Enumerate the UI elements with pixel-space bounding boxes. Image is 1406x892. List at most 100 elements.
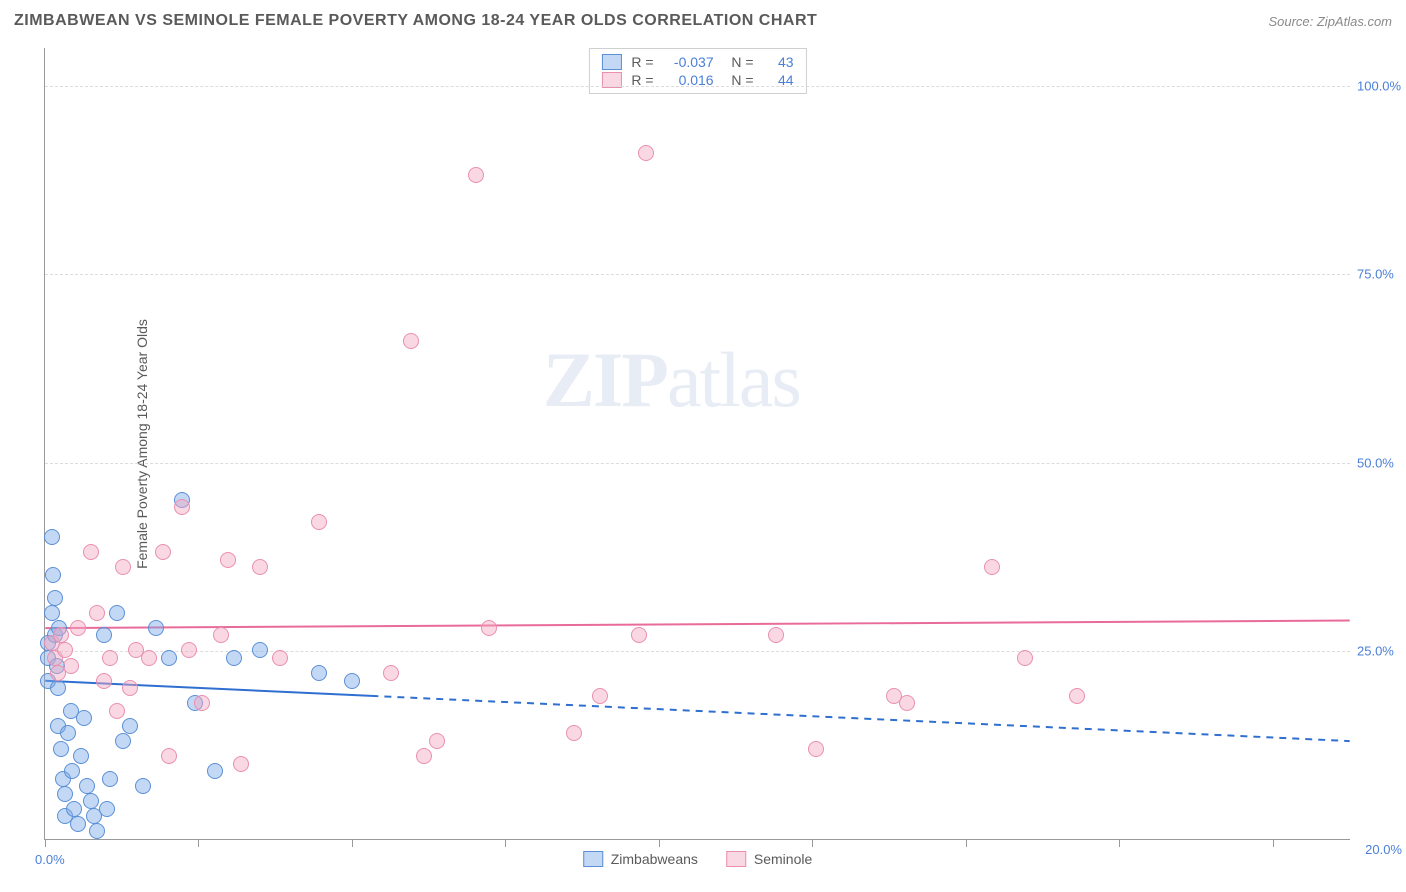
data-point bbox=[213, 627, 229, 643]
data-point bbox=[99, 801, 115, 817]
data-point bbox=[66, 801, 82, 817]
y-tick-label: 25.0% bbox=[1357, 644, 1406, 659]
data-point bbox=[115, 733, 131, 749]
data-point bbox=[102, 650, 118, 666]
data-point bbox=[109, 605, 125, 621]
data-point bbox=[89, 605, 105, 621]
legend-swatch bbox=[601, 54, 621, 70]
data-point bbox=[161, 650, 177, 666]
data-point bbox=[47, 590, 63, 606]
stat-r-value: -0.037 bbox=[664, 54, 714, 70]
x-tick bbox=[966, 839, 967, 847]
header: ZIMBABWEAN VS SEMINOLE FEMALE POVERTY AM… bbox=[14, 12, 1392, 30]
data-point bbox=[638, 145, 654, 161]
data-point bbox=[44, 529, 60, 545]
data-point bbox=[44, 605, 60, 621]
legend-label: Zimbabweans bbox=[611, 851, 698, 867]
grid-line bbox=[45, 274, 1350, 275]
data-point bbox=[102, 771, 118, 787]
data-point bbox=[45, 567, 61, 583]
data-point bbox=[252, 559, 268, 575]
chart-title: ZIMBABWEAN VS SEMINOLE FEMALE POVERTY AM… bbox=[14, 12, 817, 30]
x-tick bbox=[198, 839, 199, 847]
y-tick-label: 75.0% bbox=[1357, 267, 1406, 282]
data-point bbox=[122, 718, 138, 734]
data-point bbox=[252, 642, 268, 658]
data-point bbox=[416, 748, 432, 764]
data-point bbox=[57, 642, 73, 658]
data-point bbox=[83, 544, 99, 560]
legend-item: Zimbabweans bbox=[583, 851, 698, 867]
x-tick bbox=[45, 839, 46, 847]
x-tick bbox=[1119, 839, 1120, 847]
data-point bbox=[383, 665, 399, 681]
data-point bbox=[89, 823, 105, 839]
data-point bbox=[135, 778, 151, 794]
grid-line bbox=[45, 463, 1350, 464]
data-point bbox=[64, 763, 80, 779]
watermark: ZIPatlas bbox=[543, 335, 800, 425]
data-point bbox=[481, 620, 497, 636]
data-point bbox=[79, 778, 95, 794]
data-point bbox=[148, 620, 164, 636]
data-point bbox=[109, 703, 125, 719]
data-point bbox=[344, 673, 360, 689]
data-point bbox=[631, 627, 647, 643]
data-point bbox=[768, 627, 784, 643]
stat-n-label: N = bbox=[724, 54, 754, 70]
stats-row: R = -0.037 N = 43 bbox=[601, 53, 793, 71]
x-tick bbox=[659, 839, 660, 847]
data-point bbox=[1017, 650, 1033, 666]
data-point bbox=[207, 763, 223, 779]
data-point bbox=[161, 748, 177, 764]
x-tick bbox=[352, 839, 353, 847]
stats-legend: R =-0.037 N =43R =0.016 N =44 bbox=[588, 48, 806, 94]
data-point bbox=[429, 733, 445, 749]
data-point bbox=[174, 499, 190, 515]
data-point bbox=[233, 756, 249, 772]
data-point bbox=[899, 695, 915, 711]
data-point bbox=[96, 673, 112, 689]
data-point bbox=[76, 710, 92, 726]
data-point bbox=[63, 658, 79, 674]
data-point bbox=[70, 620, 86, 636]
data-point bbox=[566, 725, 582, 741]
data-point bbox=[57, 786, 73, 802]
data-point bbox=[311, 665, 327, 681]
grid-line bbox=[45, 86, 1350, 87]
stat-n-value: 43 bbox=[764, 54, 794, 70]
data-point bbox=[53, 627, 69, 643]
data-point bbox=[122, 680, 138, 696]
y-axis-title: Female Poverty Among 18-24 Year Olds bbox=[134, 319, 150, 569]
data-point bbox=[220, 552, 236, 568]
data-point bbox=[50, 680, 66, 696]
data-point bbox=[468, 167, 484, 183]
stat-r-label: R = bbox=[631, 54, 653, 70]
bottom-legend: Zimbabweans Seminole bbox=[583, 851, 813, 867]
data-point bbox=[141, 650, 157, 666]
x-axis-min-label: 0.0% bbox=[35, 852, 65, 867]
data-point bbox=[53, 741, 69, 757]
data-point bbox=[83, 793, 99, 809]
data-point bbox=[96, 627, 112, 643]
data-point bbox=[403, 333, 419, 349]
data-point bbox=[60, 725, 76, 741]
y-tick-label: 100.0% bbox=[1357, 78, 1406, 93]
data-point bbox=[70, 816, 86, 832]
data-point bbox=[592, 688, 608, 704]
x-tick bbox=[1273, 839, 1274, 847]
data-point bbox=[115, 559, 131, 575]
data-point bbox=[272, 650, 288, 666]
x-axis-max-label: 20.0% bbox=[1365, 842, 1402, 857]
data-point bbox=[1069, 688, 1085, 704]
y-tick-label: 50.0% bbox=[1357, 455, 1406, 470]
scatter-chart: Female Poverty Among 18-24 Year Olds ZIP… bbox=[44, 48, 1350, 840]
data-point bbox=[73, 748, 89, 764]
source-attribution: Source: ZipAtlas.com bbox=[1268, 14, 1392, 29]
data-point bbox=[194, 695, 210, 711]
data-point bbox=[311, 514, 327, 530]
legend-swatch bbox=[726, 851, 746, 867]
data-point bbox=[226, 650, 242, 666]
x-tick bbox=[812, 839, 813, 847]
legend-label: Seminole bbox=[754, 851, 812, 867]
